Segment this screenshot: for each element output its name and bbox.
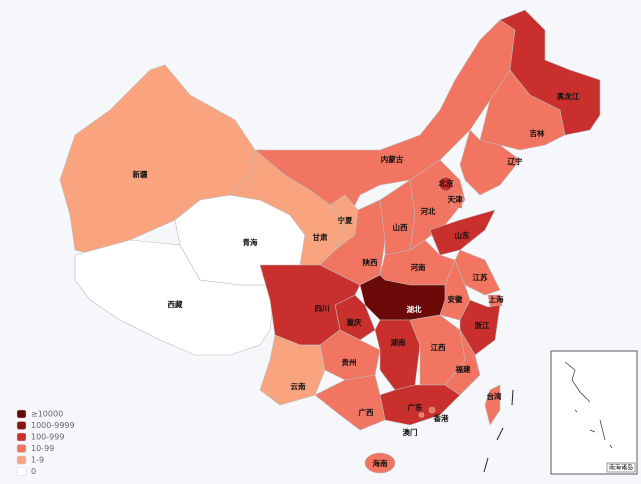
region-label: 山东 [455, 230, 470, 240]
region-label: 广西 [359, 407, 374, 417]
region-label: 江苏 [473, 272, 488, 282]
legend-label: 10-99 [31, 444, 54, 453]
legend-swatch [16, 409, 27, 419]
region-label: 四川 [315, 304, 330, 313]
inset-box: 南海诸岛 [550, 350, 638, 475]
region-label: 吉林 [530, 128, 545, 138]
region-label: 山西 [393, 222, 408, 232]
region-label: 浙江 [475, 320, 490, 330]
region [484, 384, 501, 426]
region-label: 澳门 [403, 427, 418, 437]
region-label: 湖北 [407, 304, 422, 314]
region-label: 天津 [448, 194, 463, 204]
region-label: 北京 [439, 178, 454, 188]
region [359, 274, 446, 321]
legend-swatch [16, 444, 27, 453]
region-label: 宁夏 [338, 215, 353, 225]
region-label: 辽宁 [508, 156, 523, 166]
legend-label: 1000-9999 [31, 421, 75, 430]
region [418, 412, 425, 418]
legend-swatch [16, 421, 27, 430]
region-label: 河北 [421, 206, 436, 216]
region-label: 海南 [373, 458, 388, 468]
region-label: 香港 [433, 413, 449, 423]
legend-swatch [16, 455, 27, 465]
island-line [483, 389, 514, 473]
region-label: 广东 [408, 402, 423, 412]
region-label: 重庆 [347, 317, 362, 327]
region [319, 329, 381, 381]
region [451, 194, 463, 209]
legend-label: 0 [31, 467, 36, 476]
region [379, 384, 461, 426]
region [314, 374, 386, 431]
legend-label: 100-999 [31, 433, 64, 442]
legend-swatch [16, 432, 27, 442]
region-label: 贵州 [342, 357, 357, 367]
region-label: 甘肃 [313, 232, 328, 242]
region-label: 青海 [243, 237, 258, 247]
region-label: 湖南 [391, 337, 406, 347]
region-label: 内蒙古 [381, 154, 404, 164]
legend-label: 1-9 [31, 456, 44, 465]
region-label: 台湾 [487, 391, 502, 401]
region-label: 西藏 [168, 299, 183, 309]
legend-label: ≥10000 [31, 410, 63, 419]
region [459, 299, 501, 356]
region-label: 上海 [489, 294, 504, 304]
region-label: 河南 [411, 262, 426, 272]
region-label: 江西 [431, 342, 446, 352]
region [428, 406, 436, 414]
legend-swatch [16, 467, 27, 476]
region-label: 陕西 [363, 257, 378, 267]
region-label: 安徽 [448, 294, 463, 304]
region [487, 294, 503, 307]
region-label: 云南 [291, 381, 306, 391]
region-label: 黑龙江 [557, 91, 580, 101]
inset-label: 南海诸岛 [609, 464, 633, 472]
region [438, 176, 454, 192]
region [364, 452, 396, 474]
region-label: 福建 [455, 364, 471, 374]
region [499, 9, 601, 136]
region-label: 新疆 [133, 169, 148, 179]
